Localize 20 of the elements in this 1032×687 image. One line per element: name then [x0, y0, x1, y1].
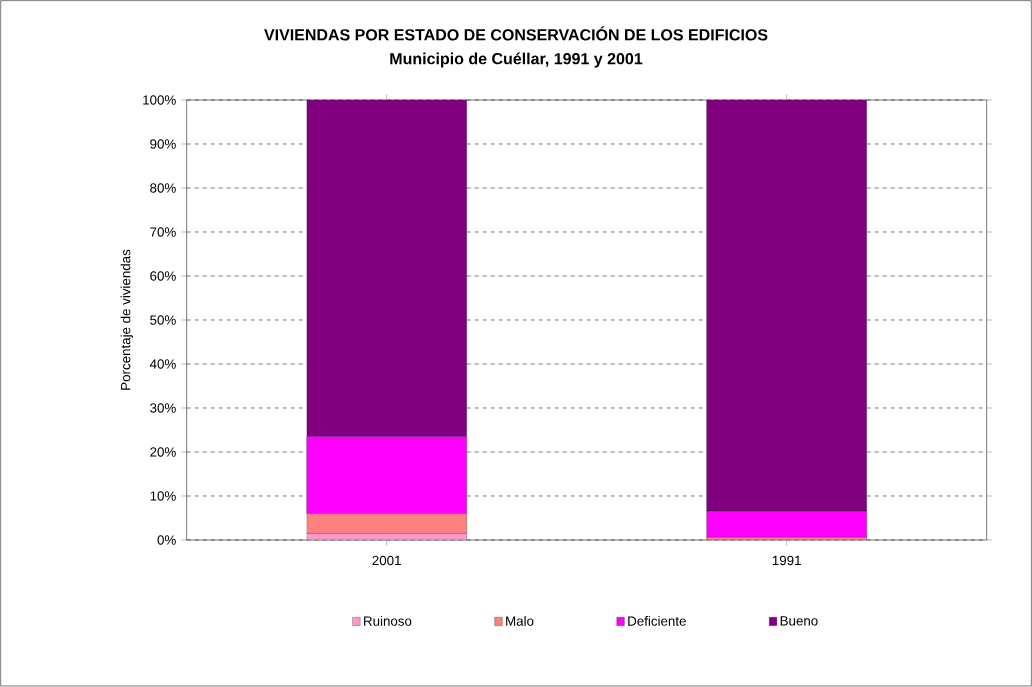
- y-tick-label: 90%: [150, 139, 176, 149]
- x-tick-label: 1991: [772, 555, 801, 566]
- legend-label: Deficiente: [628, 616, 686, 626]
- y-tick-label: 50%: [150, 315, 176, 325]
- y-tick-label: 30%: [150, 403, 176, 413]
- legend-label: Malo: [506, 616, 534, 626]
- x-tick-label: 2001: [372, 555, 401, 566]
- chart-title: VIVIENDAS POR ESTADO DE CONSERVACIÓN DE LOS EDIFICIOS: [264, 26, 768, 41]
- legend-label: Ruinoso: [364, 616, 412, 626]
- y-tick-label: 10%: [150, 491, 176, 501]
- y-axis-title: Porcentaje de viviendas: [120, 249, 134, 390]
- y-tick-label: 40%: [149, 359, 176, 369]
- y-tick-label: 70%: [150, 227, 176, 237]
- y-tick-label: 20%: [150, 447, 176, 457]
- chart-subtitle: Municipio de Cuéllar, 1991 y 2001: [390, 52, 643, 68]
- y-tick-label: 100%: [143, 95, 176, 105]
- y-tick-label: 60%: [150, 271, 176, 281]
- y-tick-label: 0%: [157, 535, 176, 545]
- legend-label: Bueno: [780, 616, 818, 626]
- y-tick-label: 80%: [150, 183, 176, 193]
